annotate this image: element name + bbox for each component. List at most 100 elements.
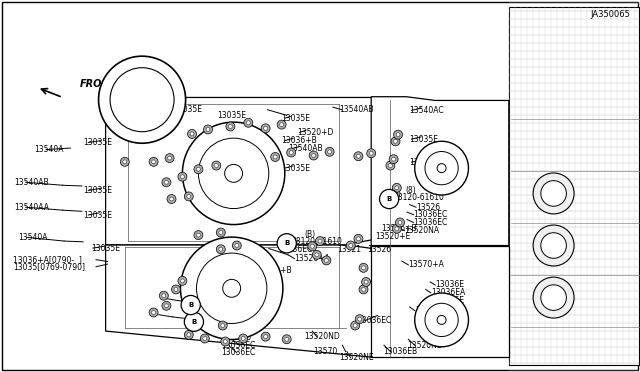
Circle shape bbox=[165, 154, 174, 163]
Circle shape bbox=[194, 231, 203, 240]
Circle shape bbox=[264, 335, 268, 339]
Text: 13520+B: 13520+B bbox=[256, 266, 292, 275]
Text: 13540AB: 13540AB bbox=[14, 178, 49, 187]
Circle shape bbox=[394, 192, 397, 195]
Circle shape bbox=[425, 303, 458, 337]
Circle shape bbox=[369, 151, 373, 155]
Text: 13540AA: 13540AA bbox=[14, 203, 49, 212]
Text: 13540A: 13540A bbox=[18, 233, 47, 242]
Text: 13570+A: 13570+A bbox=[408, 260, 444, 269]
Circle shape bbox=[174, 288, 178, 291]
Text: 13520+E: 13520+E bbox=[375, 232, 410, 241]
Circle shape bbox=[164, 180, 168, 184]
Circle shape bbox=[309, 151, 318, 160]
Circle shape bbox=[541, 233, 566, 258]
Circle shape bbox=[310, 244, 314, 248]
Circle shape bbox=[99, 56, 186, 143]
Circle shape bbox=[346, 241, 355, 250]
Circle shape bbox=[264, 126, 268, 130]
Circle shape bbox=[315, 253, 319, 257]
Text: 13540AB: 13540AB bbox=[288, 144, 323, 153]
Circle shape bbox=[212, 161, 221, 170]
Circle shape bbox=[216, 228, 225, 237]
Circle shape bbox=[164, 304, 168, 308]
Circle shape bbox=[394, 140, 397, 143]
Circle shape bbox=[168, 156, 172, 160]
Circle shape bbox=[349, 244, 353, 247]
Circle shape bbox=[170, 197, 173, 201]
Circle shape bbox=[120, 157, 129, 166]
Text: 13036EA: 13036EA bbox=[431, 288, 465, 297]
Circle shape bbox=[392, 183, 401, 192]
Text: 08120-61610: 08120-61610 bbox=[291, 237, 342, 246]
Text: 13520NB: 13520NB bbox=[407, 341, 442, 350]
Circle shape bbox=[152, 160, 156, 164]
Circle shape bbox=[194, 165, 203, 174]
Circle shape bbox=[219, 231, 223, 234]
Text: B: B bbox=[188, 302, 193, 308]
Circle shape bbox=[184, 192, 193, 201]
Circle shape bbox=[359, 285, 368, 294]
Circle shape bbox=[184, 330, 193, 339]
Circle shape bbox=[282, 335, 291, 344]
Circle shape bbox=[167, 195, 176, 203]
Circle shape bbox=[395, 186, 399, 190]
Text: 13036EC: 13036EC bbox=[413, 210, 448, 219]
Circle shape bbox=[396, 218, 404, 227]
Circle shape bbox=[204, 125, 212, 134]
Circle shape bbox=[362, 288, 365, 291]
Circle shape bbox=[328, 150, 332, 154]
Circle shape bbox=[226, 122, 235, 131]
Circle shape bbox=[214, 164, 218, 167]
Text: (8): (8) bbox=[406, 186, 417, 195]
Polygon shape bbox=[106, 97, 435, 245]
Circle shape bbox=[541, 181, 566, 206]
Circle shape bbox=[425, 151, 458, 185]
Text: 13520+A: 13520+A bbox=[191, 187, 227, 196]
Polygon shape bbox=[371, 97, 509, 246]
Circle shape bbox=[391, 189, 400, 198]
Circle shape bbox=[312, 250, 321, 259]
Text: 13036EC: 13036EC bbox=[278, 245, 313, 254]
Circle shape bbox=[196, 233, 200, 237]
Circle shape bbox=[219, 247, 223, 251]
Circle shape bbox=[218, 321, 227, 330]
Circle shape bbox=[322, 256, 331, 265]
Circle shape bbox=[221, 324, 225, 327]
Circle shape bbox=[271, 153, 280, 161]
Text: 13035E: 13035E bbox=[173, 105, 202, 114]
Circle shape bbox=[358, 317, 362, 321]
Text: 13035E: 13035E bbox=[410, 135, 438, 144]
Text: 13540AB: 13540AB bbox=[137, 97, 172, 106]
Circle shape bbox=[354, 152, 363, 161]
Circle shape bbox=[241, 337, 245, 340]
Polygon shape bbox=[371, 246, 509, 357]
Text: 13526+A: 13526+A bbox=[294, 254, 330, 263]
Circle shape bbox=[533, 173, 574, 214]
Circle shape bbox=[308, 242, 317, 251]
Text: 13035E: 13035E bbox=[83, 211, 112, 219]
Circle shape bbox=[386, 161, 395, 170]
Circle shape bbox=[280, 123, 284, 126]
Text: 13526: 13526 bbox=[367, 245, 391, 254]
Circle shape bbox=[180, 279, 184, 283]
Circle shape bbox=[244, 118, 253, 127]
Text: 13540AB: 13540AB bbox=[339, 105, 374, 114]
Text: 13520+F: 13520+F bbox=[244, 276, 279, 285]
Text: 13036EC: 13036EC bbox=[221, 341, 255, 350]
Circle shape bbox=[235, 244, 239, 247]
Circle shape bbox=[318, 239, 322, 243]
Circle shape bbox=[394, 130, 403, 139]
Text: 13520N: 13520N bbox=[104, 102, 134, 110]
Circle shape bbox=[159, 291, 168, 300]
Circle shape bbox=[162, 301, 171, 310]
Circle shape bbox=[359, 263, 368, 272]
Text: 13520+D: 13520+D bbox=[297, 128, 333, 137]
Circle shape bbox=[354, 234, 363, 243]
Circle shape bbox=[541, 285, 566, 310]
Circle shape bbox=[246, 121, 250, 125]
Text: 13520+C: 13520+C bbox=[198, 178, 234, 187]
Circle shape bbox=[533, 225, 574, 266]
Circle shape bbox=[178, 172, 187, 181]
Circle shape bbox=[110, 68, 174, 132]
